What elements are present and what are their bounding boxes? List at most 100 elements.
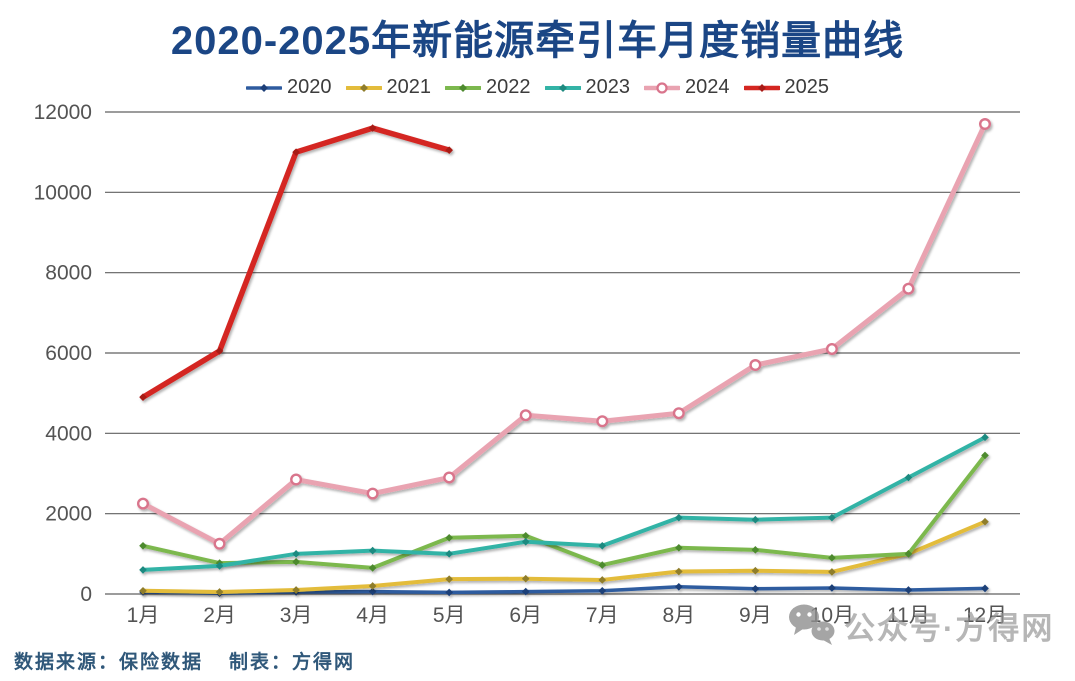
legend-label: 2024 — [685, 76, 730, 98]
point-2023 — [828, 513, 836, 522]
legend-item-2021: 2021 — [345, 76, 432, 99]
legend-label: 2023 — [585, 76, 631, 98]
point-2024 — [366, 487, 379, 500]
point-2023 — [445, 550, 454, 558]
point-2024 — [749, 359, 762, 372]
point-2020 — [904, 586, 913, 594]
point-2023 — [751, 515, 760, 524]
x-tick-label-7月: 7月 — [586, 604, 619, 627]
series-2022 — [139, 451, 989, 572]
point-2023 — [598, 541, 607, 550]
point-2020 — [674, 582, 683, 591]
legend-item-2025: 2025 — [743, 76, 830, 99]
legend-label: 2020 — [287, 76, 332, 98]
legend-item-2023: 2023 — [544, 76, 631, 99]
point-2023 — [215, 562, 224, 570]
point-2020 — [828, 584, 836, 592]
point-2024 — [519, 409, 532, 422]
point-2020 — [445, 588, 454, 597]
y-tick-label-8000: 8000 — [45, 262, 92, 285]
point-2023 — [674, 513, 683, 522]
y-tick-label-0: 0 — [80, 583, 92, 606]
legend-marker-2023-icon — [544, 83, 581, 92]
watermark-text: 公众号·方得网 — [844, 610, 1055, 646]
point-2022 — [828, 554, 836, 562]
point-2021 — [139, 586, 147, 595]
point-2024 — [290, 473, 303, 486]
point-2022 — [751, 545, 760, 554]
series-line-2025 — [140, 125, 452, 400]
point-2020 — [521, 587, 530, 596]
point-2021 — [674, 567, 683, 576]
point-2021 — [445, 575, 454, 583]
y-tick-label-10000: 10000 — [34, 181, 92, 204]
point-2025 — [445, 146, 454, 154]
legend-marker-2025-icon — [743, 83, 780, 92]
watermark: 公众号·方得网 — [786, 602, 1054, 648]
point-2025 — [215, 347, 224, 355]
point-2023 — [368, 546, 377, 555]
legend-marker-2024-icon — [644, 81, 680, 94]
point-2020 — [368, 587, 377, 596]
y-tick-label-2000: 2000 — [45, 503, 92, 526]
x-tick-label-10月: 10月 — [810, 604, 854, 627]
legend-label: 2021 — [386, 76, 432, 98]
x-tick-label-11月: 11月 — [887, 604, 930, 627]
wechat-icon — [789, 604, 835, 645]
series-2025 — [139, 124, 454, 402]
chart-title: 2020-2025年新能源牵引车月度销量曲线 — [170, 19, 905, 63]
y-tick-label-4000: 4000 — [45, 422, 92, 445]
point-2023 — [904, 473, 913, 482]
legend-item-2020: 2020 — [246, 76, 332, 99]
x-tick-label-2月: 2月 — [203, 604, 236, 627]
point-2022 — [445, 533, 454, 542]
point-2020 — [598, 586, 607, 595]
x-tick-label-8月: 8月 — [662, 604, 695, 627]
series-2021 — [139, 517, 989, 596]
table-maker-text: 制表：方得网 — [229, 652, 356, 673]
series-line-2023 — [141, 435, 987, 572]
point-2022 — [981, 451, 989, 460]
series-2024 — [136, 118, 992, 550]
point-2024 — [979, 118, 992, 131]
point-2021 — [751, 566, 760, 575]
x-tick-label-12月: 12月 — [963, 604, 1007, 627]
point-2020 — [751, 584, 760, 593]
y-tick-label-12000: 12000 — [34, 101, 92, 124]
point-2023 — [981, 433, 989, 442]
point-2024 — [902, 282, 915, 295]
point-2024 — [672, 407, 685, 420]
point-2021 — [521, 574, 530, 583]
x-tick-label-9月: 9月 — [739, 604, 772, 627]
point-2021 — [598, 576, 607, 584]
point-2024 — [443, 471, 456, 484]
point-2021 — [292, 586, 300, 594]
point-2020 — [981, 584, 989, 593]
series-line-2024 — [140, 121, 988, 547]
series-line-2022 — [141, 453, 987, 570]
point-2022 — [904, 550, 913, 558]
point-2024 — [596, 415, 609, 428]
legend-item-2022: 2022 — [445, 76, 531, 99]
point-2023 — [292, 550, 300, 558]
point-2024 — [213, 537, 226, 550]
legend-marker-2021-icon — [345, 83, 382, 92]
x-tick-label-3月: 3月 — [280, 604, 313, 627]
x-tick-label-6月: 6月 — [509, 604, 542, 627]
legend-marker-2020-icon — [246, 83, 282, 92]
data-source-text: 数据来源：保险数据 — [14, 652, 204, 673]
point-2022 — [598, 561, 607, 569]
legend-label: 2025 — [784, 76, 830, 98]
point-2022 — [368, 564, 377, 572]
point-2024 — [136, 497, 149, 510]
point-2025 — [292, 148, 300, 156]
source-note: 数据来源：保险数据 制表：方得网 — [14, 647, 381, 674]
legend-item-2024: 2024 — [644, 76, 730, 99]
legend-marker-2022-icon — [445, 83, 481, 92]
point-2023 — [521, 537, 530, 546]
legend: 2020 2021 2022 2023 2024 2025 — [0, 76, 1075, 99]
point-2023 — [139, 566, 147, 574]
series-line-2021 — [141, 519, 987, 594]
